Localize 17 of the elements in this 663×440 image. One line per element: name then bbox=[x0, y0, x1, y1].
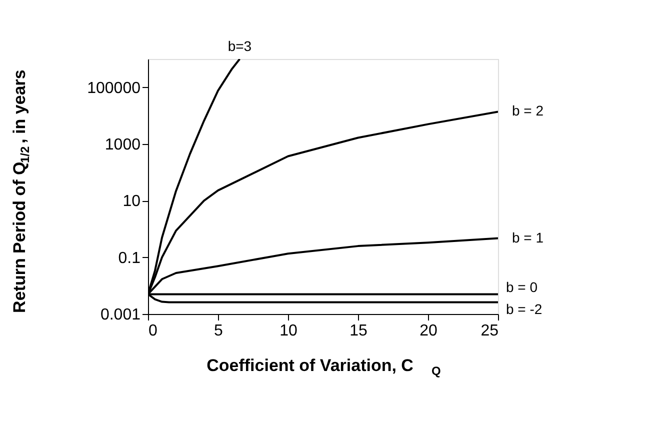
x-tick-label: 20 bbox=[420, 322, 438, 340]
y-tick-label: 0.1 bbox=[118, 250, 141, 267]
series-label: b = 1 bbox=[512, 229, 544, 246]
y-tick-label: 0.001 bbox=[100, 306, 141, 324]
x-tick-label: 10 bbox=[280, 322, 298, 340]
x-tick-label: 25 bbox=[480, 322, 499, 340]
y-tick-label: 10 bbox=[122, 193, 141, 210]
x-tick-label: 5 bbox=[214, 322, 224, 340]
x-tick-label: 0 bbox=[148, 322, 158, 340]
x-tick-label: 15 bbox=[350, 322, 368, 340]
y-tick-label: 1000 bbox=[104, 136, 141, 154]
legend-label: b = -2 bbox=[506, 301, 542, 318]
series-label: b=3 bbox=[228, 38, 252, 54]
y-tick-label: 100000 bbox=[87, 80, 141, 97]
y-axis-title: Return Period of Q1/2, in years bbox=[10, 70, 32, 313]
series-label: b = 2 bbox=[512, 102, 544, 119]
series-label: b = 0 bbox=[506, 279, 538, 296]
